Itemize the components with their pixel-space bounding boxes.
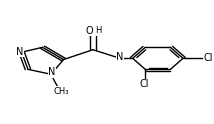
Text: H: H: [96, 26, 102, 35]
Text: N: N: [16, 47, 23, 57]
Text: N: N: [116, 52, 124, 62]
Text: Cl: Cl: [140, 79, 149, 89]
Text: Cl: Cl: [203, 53, 213, 63]
Text: CH₃: CH₃: [53, 87, 69, 96]
Text: N: N: [48, 67, 56, 77]
Text: O: O: [85, 26, 93, 36]
